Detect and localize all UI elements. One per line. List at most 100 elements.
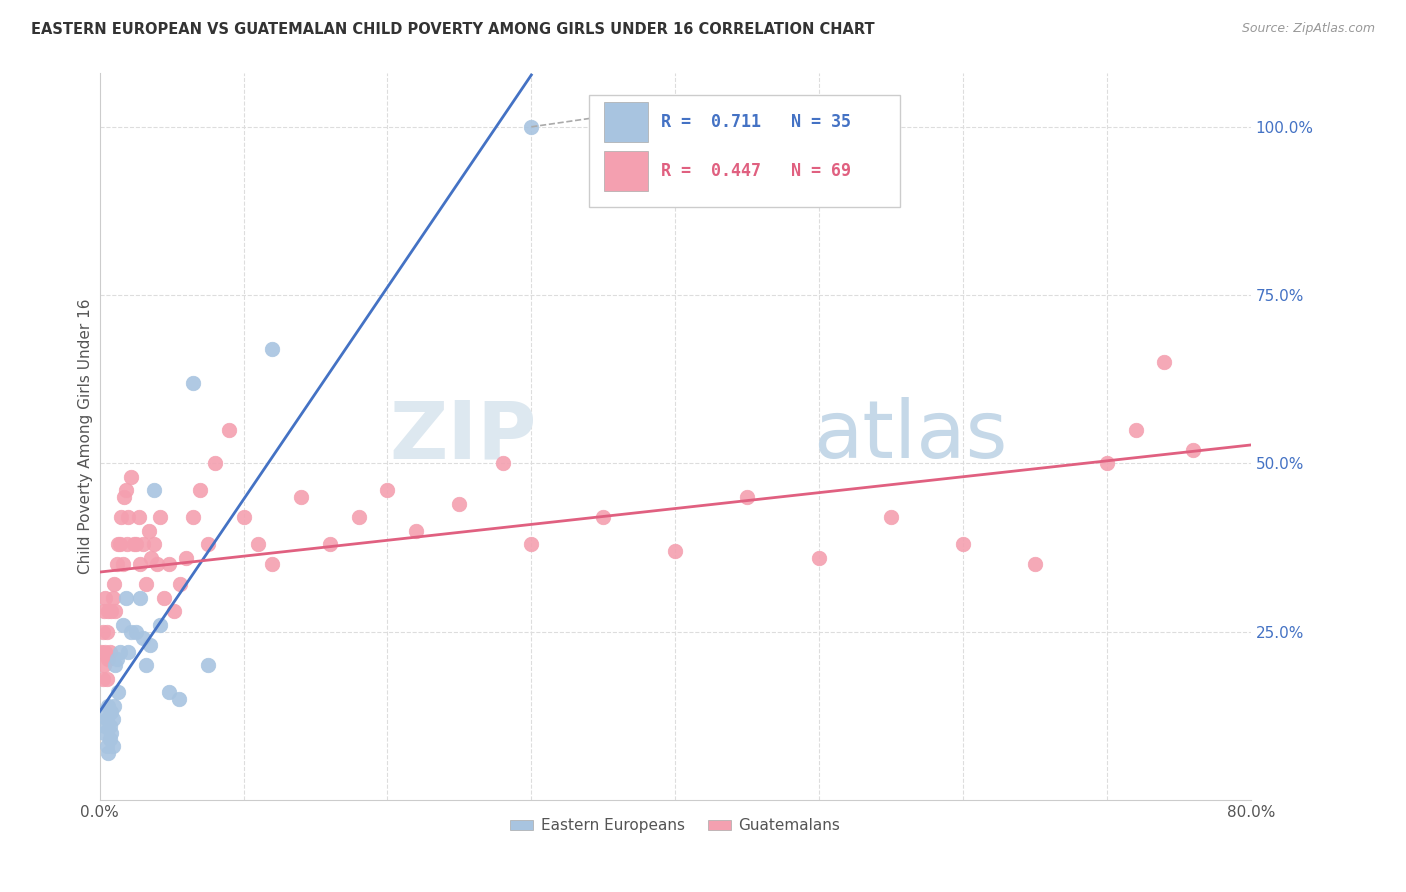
Point bbox=[1024, 558, 1046, 572]
Point bbox=[101, 591, 124, 605]
Point bbox=[103, 577, 125, 591]
Point bbox=[204, 456, 226, 470]
Point bbox=[107, 537, 129, 551]
Point bbox=[181, 376, 204, 390]
Point bbox=[347, 510, 370, 524]
Point bbox=[246, 537, 269, 551]
Point bbox=[135, 577, 157, 591]
Point bbox=[115, 537, 138, 551]
Point bbox=[1125, 423, 1147, 437]
Point bbox=[117, 510, 139, 524]
Point bbox=[107, 685, 129, 699]
Point bbox=[169, 577, 191, 591]
Point bbox=[97, 651, 120, 665]
Point bbox=[97, 698, 120, 713]
Point bbox=[112, 490, 135, 504]
Point bbox=[94, 719, 117, 733]
Point bbox=[100, 706, 122, 720]
Point bbox=[93, 725, 115, 739]
Point bbox=[149, 510, 172, 524]
Point bbox=[124, 624, 146, 639]
Point bbox=[491, 456, 513, 470]
Point bbox=[520, 537, 543, 551]
Point bbox=[97, 746, 120, 760]
Point bbox=[103, 698, 125, 713]
Point bbox=[101, 739, 124, 753]
Text: R =  0.447   N = 69: R = 0.447 N = 69 bbox=[661, 162, 852, 180]
Point bbox=[157, 685, 180, 699]
Point bbox=[139, 638, 162, 652]
Point bbox=[664, 544, 686, 558]
Point bbox=[880, 510, 903, 524]
Point bbox=[108, 645, 131, 659]
Point bbox=[197, 537, 219, 551]
Point bbox=[91, 672, 114, 686]
Point bbox=[735, 490, 758, 504]
Point bbox=[1153, 355, 1175, 369]
Point bbox=[117, 645, 139, 659]
Point bbox=[93, 604, 115, 618]
Point bbox=[91, 624, 114, 639]
Point bbox=[174, 550, 197, 565]
Point bbox=[262, 558, 284, 572]
Point bbox=[96, 712, 118, 726]
Point bbox=[114, 483, 136, 498]
FancyBboxPatch shape bbox=[589, 95, 900, 208]
Point bbox=[93, 658, 115, 673]
Point bbox=[120, 470, 142, 484]
Bar bbox=[603, 103, 648, 143]
Point bbox=[98, 732, 121, 747]
Point bbox=[96, 672, 118, 686]
Legend: Eastern Europeans, Guatemalans: Eastern Europeans, Guatemalans bbox=[505, 813, 846, 839]
Point bbox=[190, 483, 212, 498]
Point bbox=[143, 483, 166, 498]
Point bbox=[141, 550, 163, 565]
Point bbox=[91, 706, 114, 720]
Point bbox=[98, 645, 121, 659]
Text: Source: ZipAtlas.com: Source: ZipAtlas.com bbox=[1241, 22, 1375, 36]
Point bbox=[111, 558, 134, 572]
Point bbox=[96, 739, 118, 753]
Point bbox=[129, 591, 152, 605]
Point bbox=[104, 658, 127, 673]
Point bbox=[100, 604, 122, 618]
Point bbox=[232, 510, 254, 524]
Point bbox=[197, 658, 219, 673]
Point bbox=[94, 645, 117, 659]
Point bbox=[94, 591, 117, 605]
Point bbox=[157, 558, 180, 572]
Point bbox=[120, 624, 142, 639]
Point bbox=[132, 537, 155, 551]
Point bbox=[100, 725, 122, 739]
Point bbox=[153, 591, 176, 605]
Point bbox=[146, 558, 169, 572]
Text: EASTERN EUROPEAN VS GUATEMALAN CHILD POVERTY AMONG GIRLS UNDER 16 CORRELATION CH: EASTERN EUROPEAN VS GUATEMALAN CHILD POV… bbox=[31, 22, 875, 37]
Point bbox=[1095, 456, 1118, 470]
Point bbox=[129, 558, 152, 572]
Point bbox=[90, 645, 112, 659]
Point bbox=[96, 624, 118, 639]
Point bbox=[98, 719, 121, 733]
Point bbox=[132, 632, 155, 646]
Point bbox=[377, 483, 399, 498]
Text: ZIP: ZIP bbox=[389, 398, 537, 475]
Point bbox=[592, 510, 614, 524]
Point bbox=[1182, 442, 1205, 457]
Point bbox=[290, 490, 312, 504]
Point bbox=[143, 537, 166, 551]
Point bbox=[128, 510, 150, 524]
Text: R =  0.711   N = 35: R = 0.711 N = 35 bbox=[661, 113, 852, 131]
Point bbox=[105, 651, 128, 665]
Point bbox=[520, 120, 543, 134]
Point bbox=[97, 604, 120, 618]
Point bbox=[108, 537, 131, 551]
Point bbox=[135, 658, 157, 673]
Point bbox=[105, 558, 128, 572]
Point bbox=[163, 604, 186, 618]
Point bbox=[218, 423, 240, 437]
Point bbox=[262, 342, 284, 356]
Y-axis label: Child Poverty Among Girls Under 16: Child Poverty Among Girls Under 16 bbox=[79, 299, 93, 574]
Point bbox=[122, 537, 145, 551]
Point bbox=[104, 604, 127, 618]
Point bbox=[181, 510, 204, 524]
